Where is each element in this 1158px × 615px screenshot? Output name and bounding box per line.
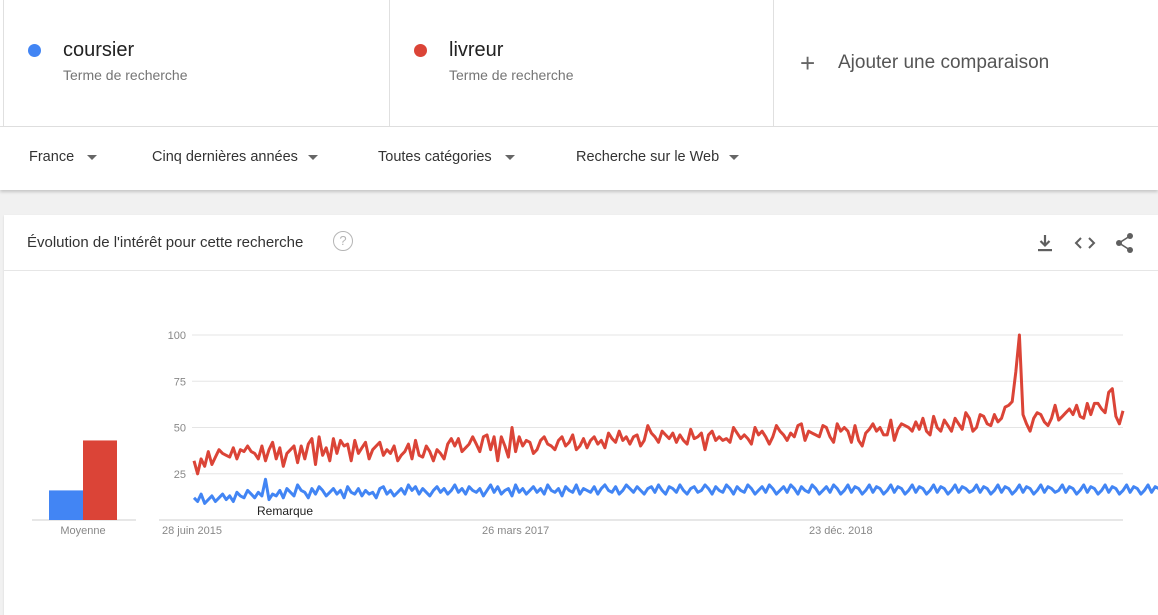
download-icon[interactable] bbox=[1033, 231, 1057, 255]
line-series bbox=[192, 333, 1158, 505]
y-tick-label: 75 bbox=[174, 376, 186, 388]
add-comparison-label: Ajouter une comparaison bbox=[838, 52, 1050, 73]
term-name[interactable]: livreur bbox=[449, 39, 504, 61]
chevron-down-icon bbox=[307, 154, 318, 160]
average-label: Moyenne bbox=[60, 525, 105, 537]
filters-bar: France Cinq dernières années Toutes caté… bbox=[0, 127, 1158, 190]
filter-label: Cinq dernières années bbox=[152, 149, 298, 165]
filter-category-dropdown[interactable]: Toutes catégories bbox=[378, 149, 515, 165]
term-card-coursier[interactable]: coursier Terme de recherche bbox=[3, 0, 390, 126]
y-tick-label: 100 bbox=[168, 330, 186, 342]
term-subtitle: Terme de recherche bbox=[449, 67, 574, 83]
plus-icon: + bbox=[800, 48, 816, 78]
chevron-down-icon bbox=[87, 154, 98, 160]
x-axis-ticks: 28 juin 2015 26 mars 2017 23 déc. 2018 bbox=[162, 525, 873, 537]
series-line-coursier bbox=[192, 477, 1158, 505]
filter-region-dropdown[interactable]: France bbox=[29, 149, 98, 165]
x-tick-label: 26 mars 2017 bbox=[482, 525, 549, 537]
term-subtitle: Terme de recherche bbox=[63, 67, 188, 83]
annotation-label: Remarque bbox=[257, 504, 313, 518]
filter-label: France bbox=[29, 149, 75, 165]
interest-over-time-card: Évolution de l'intérêt pour cette recher… bbox=[4, 215, 1158, 615]
series-line-livreur bbox=[192, 333, 1125, 476]
card-title: Évolution de l'intérêt pour cette recher… bbox=[27, 234, 304, 251]
y-axis-ticks: 25 50 75 100 bbox=[168, 330, 186, 481]
x-tick-label: 23 déc. 2018 bbox=[809, 525, 873, 537]
card-header: Évolution de l'intérêt pour cette recher… bbox=[4, 215, 1158, 271]
chevron-down-icon bbox=[729, 154, 740, 160]
chart-gridlines bbox=[159, 334, 1123, 521]
help-icon[interactable]: ? bbox=[333, 231, 353, 251]
term-card-livreur[interactable]: livreur Terme de recherche bbox=[390, 0, 774, 126]
embed-code-icon[interactable] bbox=[1073, 231, 1097, 255]
average-bar-livreur bbox=[83, 440, 117, 520]
series-color-dot bbox=[28, 44, 41, 57]
average-bar-coursier bbox=[49, 490, 83, 520]
y-tick-label: 50 bbox=[174, 423, 186, 435]
series-color-dot bbox=[414, 44, 427, 57]
interest-chart: Moyenne 25 50 75 100 28 juin 2015 26 mars 20… bbox=[32, 330, 1158, 537]
term-name[interactable]: coursier bbox=[63, 39, 135, 61]
compare-terms-bar: coursier Terme de recherche livreur Term… bbox=[0, 0, 1158, 127]
filter-label: Recherche sur le Web bbox=[576, 149, 720, 165]
x-tick-label: 28 juin 2015 bbox=[162, 525, 222, 537]
share-icon[interactable] bbox=[1113, 231, 1137, 255]
chart-annotations: Remarque bbox=[257, 504, 313, 518]
average-bar-chart: Moyenne bbox=[32, 440, 136, 537]
filter-label: Toutes catégories bbox=[378, 149, 492, 165]
y-tick-label: 25 bbox=[174, 469, 186, 481]
filter-search-type-dropdown[interactable]: Recherche sur le Web bbox=[576, 149, 740, 165]
chevron-down-icon bbox=[504, 154, 515, 160]
add-comparison-button[interactable]: + Ajouter une comparaison bbox=[774, 0, 1158, 126]
filter-time-dropdown[interactable]: Cinq dernières années bbox=[152, 149, 318, 165]
